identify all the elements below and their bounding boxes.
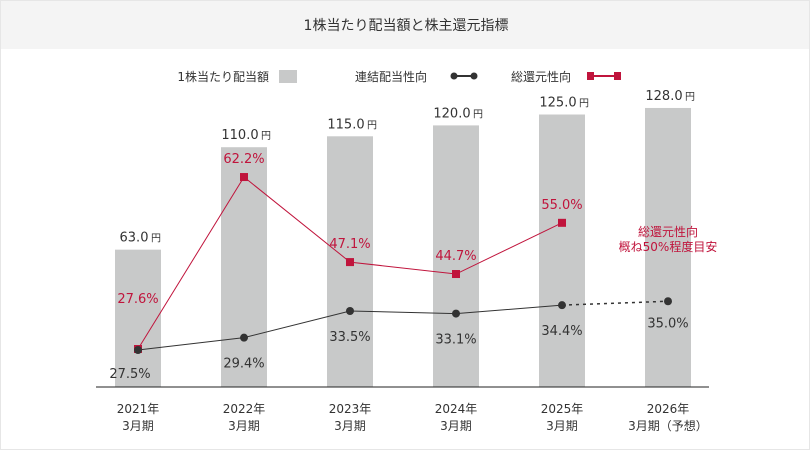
- x-tick-label: 3月期: [546, 419, 578, 433]
- legend-label-total-return: 総還元性向: [511, 69, 571, 84]
- bar: [539, 114, 585, 387]
- bar-unit-label: 円: [151, 234, 161, 245]
- payout-ratio-marker: [558, 301, 566, 310]
- total-return-marker: [346, 258, 354, 267]
- bar-unit-label: 円: [367, 120, 377, 131]
- legend-swatch-payout-dot: [450, 72, 458, 80]
- x-tick-label: 2023年: [329, 402, 372, 416]
- x-tick-label: 2025年: [541, 402, 584, 416]
- x-tick-label: 2022年: [223, 402, 266, 416]
- x-tick-label: 3月期（予想）: [628, 418, 708, 433]
- payout-ratio-marker: [240, 333, 248, 342]
- bar-value-label: 120.0: [433, 106, 470, 121]
- x-tick-label: 2026年: [647, 402, 690, 416]
- x-tick-label: 2021年: [117, 402, 160, 416]
- x-tick-label: 3月期: [228, 419, 260, 433]
- x-tick-label: 2024年: [435, 402, 478, 416]
- payout-ratio-label: 27.5%: [109, 367, 150, 382]
- payout-ratio-label: 33.5%: [329, 330, 370, 345]
- bar-value-label: 128.0: [645, 89, 682, 104]
- bar-unit-label: 円: [473, 109, 483, 120]
- bar-unit-label: 円: [579, 99, 589, 110]
- legend-label-payout: 連結配当性向: [355, 69, 427, 84]
- total-return-marker: [240, 173, 248, 182]
- bar-unit-label: 円: [685, 92, 695, 103]
- legend-swatch-payout-dot: [470, 72, 478, 80]
- legend-label-dividend: 1株当たり配当額: [177, 69, 269, 84]
- payout-ratio-label: 33.1%: [435, 333, 476, 348]
- total-return-marker: [452, 270, 460, 279]
- bar-unit-label: 円: [261, 131, 271, 142]
- total-return-label: 44.7%: [435, 249, 476, 264]
- payout-ratio-label: 34.4%: [541, 324, 582, 339]
- payout-ratio-label: 35.0%: [647, 316, 688, 331]
- total-return-marker: [558, 218, 566, 227]
- total-return-label: 27.6%: [117, 292, 158, 307]
- total-return-label: 62.2%: [223, 152, 264, 167]
- legend-swatch-total-marker: [614, 72, 621, 80]
- legend-swatch-dividend: [279, 70, 297, 83]
- bar-value-label: 115.0: [327, 117, 364, 132]
- bar: [433, 125, 479, 388]
- payout-ratio-marker: [664, 297, 672, 306]
- payout-ratio-marker: [452, 309, 460, 318]
- bar: [221, 147, 267, 387]
- total-return-label: 55.0%: [541, 198, 582, 213]
- payout-ratio-marker: [346, 307, 354, 315]
- x-tick-label: 3月期: [334, 419, 366, 433]
- x-tick-label: 3月期: [122, 419, 154, 433]
- annotation-text: 総還元性向: [638, 224, 698, 239]
- bar-value-label: 110.0: [221, 128, 258, 143]
- bar: [115, 249, 161, 387]
- payout-ratio-label: 29.4%: [223, 357, 264, 372]
- bar: [645, 107, 691, 388]
- bar-value-label: 125.0: [539, 96, 576, 111]
- legend-swatch-total-marker: [587, 72, 594, 80]
- x-tick-label: 3月期: [440, 419, 472, 433]
- chart-title: 1株当たり配当額と株主還元指標: [1, 1, 809, 49]
- total-return-label: 47.1%: [329, 237, 370, 252]
- annotation-text: 概ね50%程度目安: [619, 239, 718, 254]
- payout-ratio-marker: [134, 346, 142, 354]
- bar-value-label: 63.0: [120, 231, 149, 246]
